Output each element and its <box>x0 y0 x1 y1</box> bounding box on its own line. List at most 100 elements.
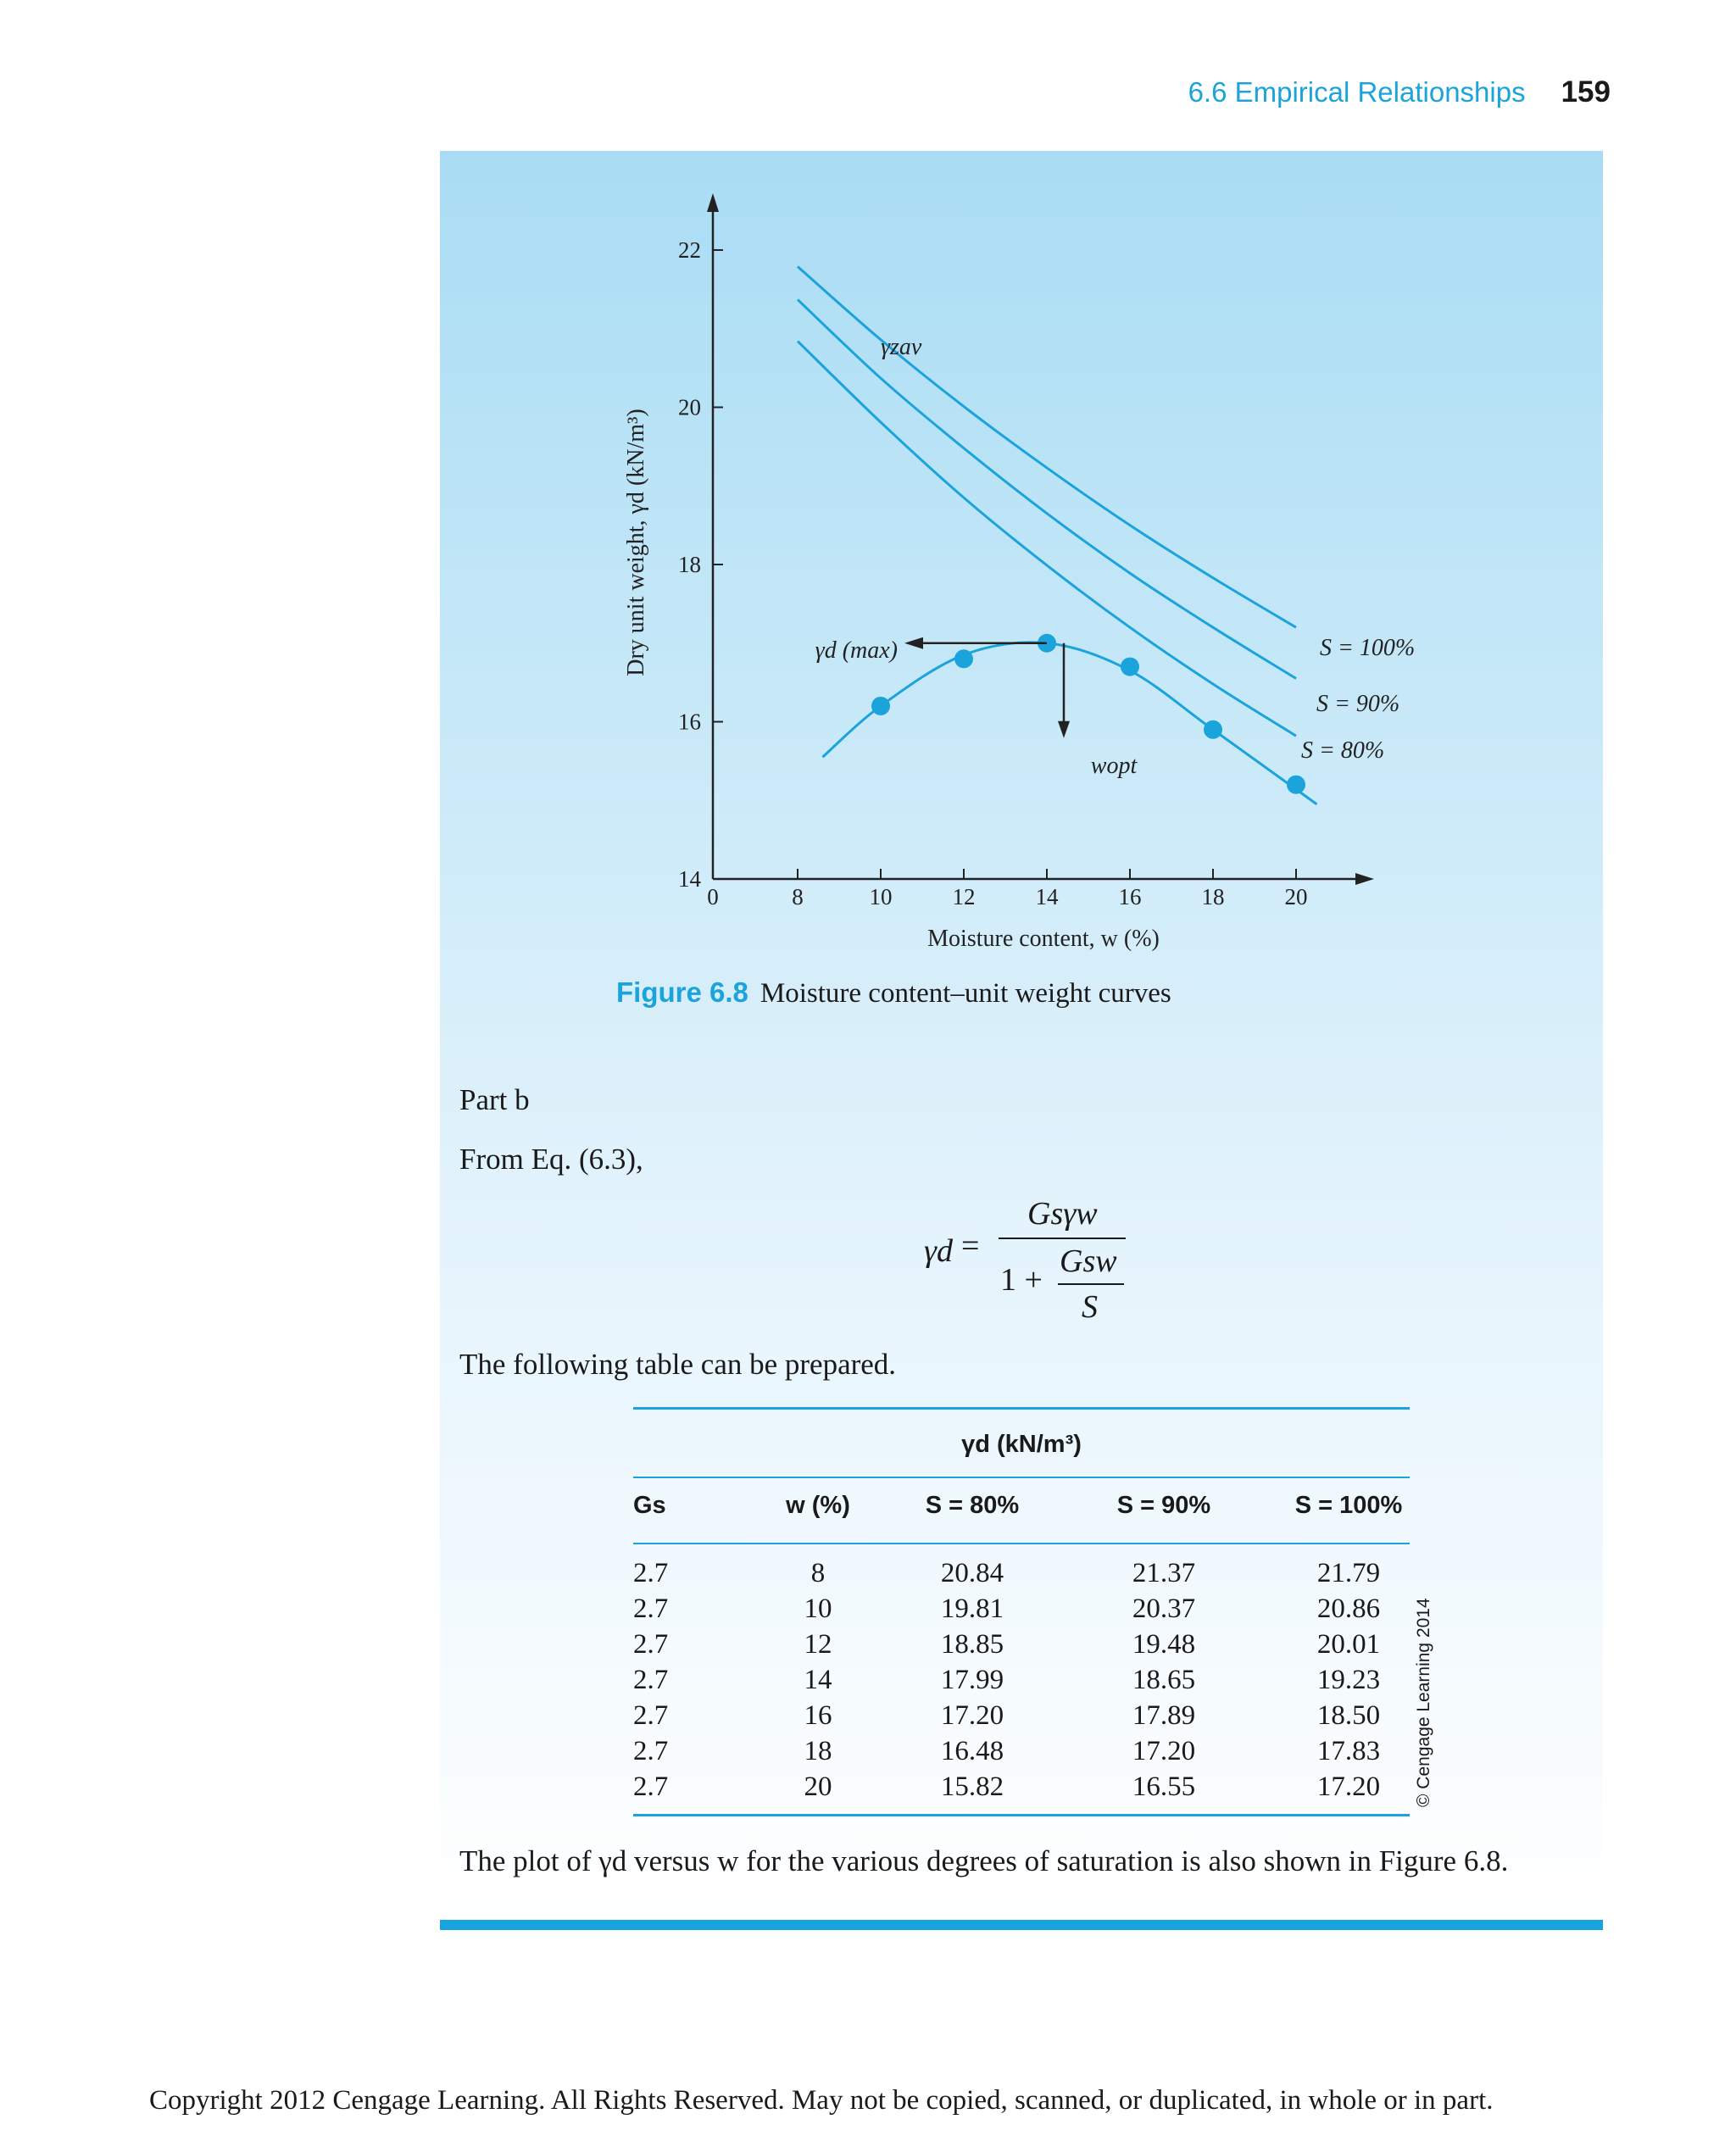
equation-lhs: γd <box>924 1233 953 1269</box>
chart-points <box>871 633 1305 794</box>
image-credit: © Cengage Learning 2014 <box>1414 1598 1433 1807</box>
table-cell: 17.20 <box>940 1700 1004 1731</box>
y-axis-arrow <box>707 193 719 212</box>
running-head: 6.6 Empirical Relationships 159 <box>1170 71 1611 114</box>
compaction-curve <box>821 641 1318 806</box>
table-cell: 20 <box>804 1772 832 1802</box>
s90-label: S = 90% <box>1316 691 1399 717</box>
copyright-notice: Copyright 2012 Cengage Learning. All Rig… <box>149 2085 1494 2116</box>
table-cell: 19.48 <box>1132 1629 1196 1660</box>
panel-bottom-rule <box>440 1920 1603 1930</box>
table-cell: 19.23 <box>1316 1665 1381 1695</box>
fraction-bar <box>999 1238 1126 1239</box>
table-cell: 18.50 <box>1316 1700 1381 1731</box>
x-tick-label: 18 <box>1202 884 1225 909</box>
page-number: 159 <box>1561 75 1611 108</box>
table-cell: 2.7 <box>633 1558 669 1588</box>
table-cell: 20.84 <box>940 1558 1004 1588</box>
table-cell: 16.55 <box>1132 1772 1196 1802</box>
part-label: Part b <box>459 1083 530 1116</box>
x-tick-label: 0 <box>707 884 719 909</box>
x-axis-title: Moisture content, w (%) <box>927 926 1160 952</box>
table-cell: 17.83 <box>1316 1736 1381 1766</box>
gamma-max-arrowhead <box>904 637 923 649</box>
x-tick-label: 8 <box>792 884 804 909</box>
table-cell: 17.99 <box>940 1665 1004 1695</box>
table-top-rule <box>633 1407 1410 1410</box>
x-tick-label: 14 <box>1036 884 1060 909</box>
column-header: Gs <box>633 1492 666 1519</box>
y-axis-title: Dry unit weight, γd (kN/m³) <box>623 409 649 676</box>
table-bottom-rule <box>633 1814 1410 1816</box>
table-cell: 18.65 <box>1132 1665 1196 1695</box>
figure-caption: Figure 6.8 Moisture content–unit weight c… <box>616 976 1171 1010</box>
table-header-bottom-rule <box>633 1543 1410 1544</box>
x-tick-label: 20 <box>1285 884 1308 909</box>
y-tick-label: 14 <box>678 866 702 892</box>
equation-one-plus: 1 + <box>1000 1262 1043 1298</box>
s100-label: S = 100% <box>1320 635 1415 661</box>
equation-inner-denominator: S <box>1082 1289 1098 1325</box>
zav-label: γzav <box>881 334 922 360</box>
test-data-point <box>1204 720 1222 739</box>
x-axis-arrow <box>1355 873 1374 885</box>
table-cell: 2.7 <box>633 1736 669 1766</box>
column-header: S = 80% <box>925 1492 1020 1519</box>
equation-reference: From Eq. (6.3), <box>459 1143 643 1176</box>
table-cell: 20.01 <box>1316 1629 1381 1660</box>
table-cell: 20.86 <box>1316 1594 1381 1624</box>
table-cell: 18.85 <box>940 1629 1004 1660</box>
test-data-point <box>1121 657 1139 676</box>
chart-axes: 0 8 10 12 14 16 18 20 14 16 18 20 22 <box>678 193 1374 909</box>
table-cell: 19.81 <box>940 1594 1004 1624</box>
test-data-point <box>871 696 890 715</box>
y-tick-label: 22 <box>678 237 701 263</box>
table-cell: 2.7 <box>633 1629 669 1660</box>
section-title: 6.6 Empirical Relationships <box>1188 76 1526 108</box>
table-cell: 16 <box>804 1700 832 1731</box>
equation-numerator: Gsγw <box>1027 1196 1098 1232</box>
table-cell: 15.82 <box>940 1772 1004 1802</box>
column-header: S = 90% <box>1116 1492 1211 1519</box>
closing-paragraph: The plot of γd versus w for the various … <box>459 1844 1509 1877</box>
table-cell: 20.37 <box>1132 1594 1196 1624</box>
figure-caption-text: Moisture content–unit weight curves <box>760 978 1171 1009</box>
y-tick-label: 20 <box>678 395 701 420</box>
chart-labels: Moisture content, w (%) Dry unit weight, … <box>623 334 1415 952</box>
column-header: S = 100% <box>1294 1492 1403 1519</box>
gamma-max-label: γd (max) <box>815 637 898 664</box>
s80-label: S = 80% <box>1301 737 1384 764</box>
table-cell: 21.37 <box>1132 1558 1196 1588</box>
s80-curve <box>796 340 1297 737</box>
w-opt-arrowhead <box>1058 720 1070 738</box>
table-group-header: γd (kN/m³) <box>961 1431 1082 1458</box>
example-panel <box>440 151 1603 1921</box>
moisture-unit-weight-chart: 0 8 10 12 14 16 18 20 14 16 18 20 22 Moisture conten… <box>623 193 1415 952</box>
table-cell: 10 <box>804 1594 832 1624</box>
table-cell: 17.89 <box>1132 1700 1196 1731</box>
table-cell: 2.7 <box>633 1594 669 1624</box>
table-cell: 21.79 <box>1316 1558 1381 1588</box>
table-cell: 8 <box>810 1558 826 1588</box>
table-cell: 12 <box>804 1629 832 1660</box>
test-data-point <box>1287 775 1305 794</box>
table-cell: 17.20 <box>1132 1736 1196 1766</box>
chart-curves <box>796 265 1318 806</box>
w-opt-label: wopt <box>1091 753 1138 779</box>
x-tick-label: 10 <box>870 884 893 909</box>
y-tick-label: 16 <box>678 709 701 735</box>
table-intro: The following table can be prepared. <box>459 1348 897 1381</box>
test-data-point <box>954 649 973 669</box>
table-cell: 2.7 <box>633 1665 669 1695</box>
y-tick-label: 18 <box>678 552 701 577</box>
figure-label: Figure 6.8 <box>616 976 748 1008</box>
x-tick-label: 12 <box>953 884 976 909</box>
equation-inner-numerator: Gsw <box>1060 1243 1117 1279</box>
equation: γd = Gsγw 1 + Gsw S <box>915 1195 1136 1331</box>
table-cell: 2.7 <box>633 1772 669 1802</box>
table-cell: 17.20 <box>1316 1772 1381 1802</box>
equation-equals: = <box>961 1228 980 1264</box>
column-header: w (%) <box>786 1492 850 1519</box>
table-cell: 18 <box>804 1736 832 1766</box>
table-cell: 14 <box>804 1665 832 1695</box>
